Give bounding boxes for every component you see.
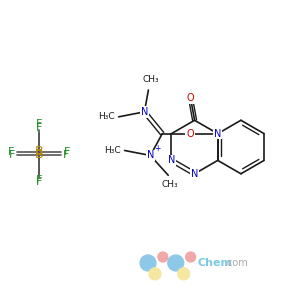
Circle shape bbox=[140, 255, 156, 271]
Text: B: B bbox=[35, 148, 43, 161]
Text: CH₃: CH₃ bbox=[142, 75, 159, 84]
Text: N: N bbox=[214, 129, 221, 139]
Text: F: F bbox=[36, 119, 42, 129]
Text: N: N bbox=[147, 150, 154, 161]
Text: B: B bbox=[35, 146, 43, 158]
Text: F: F bbox=[8, 147, 14, 157]
Circle shape bbox=[168, 255, 184, 271]
Text: O: O bbox=[186, 129, 194, 139]
Text: H₃C: H₃C bbox=[98, 112, 115, 121]
Text: F: F bbox=[36, 177, 42, 187]
Text: F: F bbox=[64, 147, 70, 157]
Text: N: N bbox=[141, 107, 148, 117]
Text: F: F bbox=[9, 150, 16, 160]
Text: .com: .com bbox=[224, 258, 248, 268]
Text: CH₃: CH₃ bbox=[162, 180, 178, 189]
Text: H₃C: H₃C bbox=[104, 146, 121, 155]
Circle shape bbox=[186, 252, 196, 262]
Text: O: O bbox=[187, 94, 194, 103]
Text: N: N bbox=[168, 155, 175, 165]
Text: F: F bbox=[63, 150, 69, 160]
Text: N: N bbox=[191, 169, 198, 179]
Text: Chem: Chem bbox=[198, 258, 232, 268]
Circle shape bbox=[149, 268, 161, 280]
Circle shape bbox=[158, 252, 168, 262]
Text: F: F bbox=[36, 175, 42, 185]
Text: F: F bbox=[36, 123, 42, 133]
Text: +: + bbox=[154, 144, 161, 153]
Circle shape bbox=[178, 268, 190, 280]
